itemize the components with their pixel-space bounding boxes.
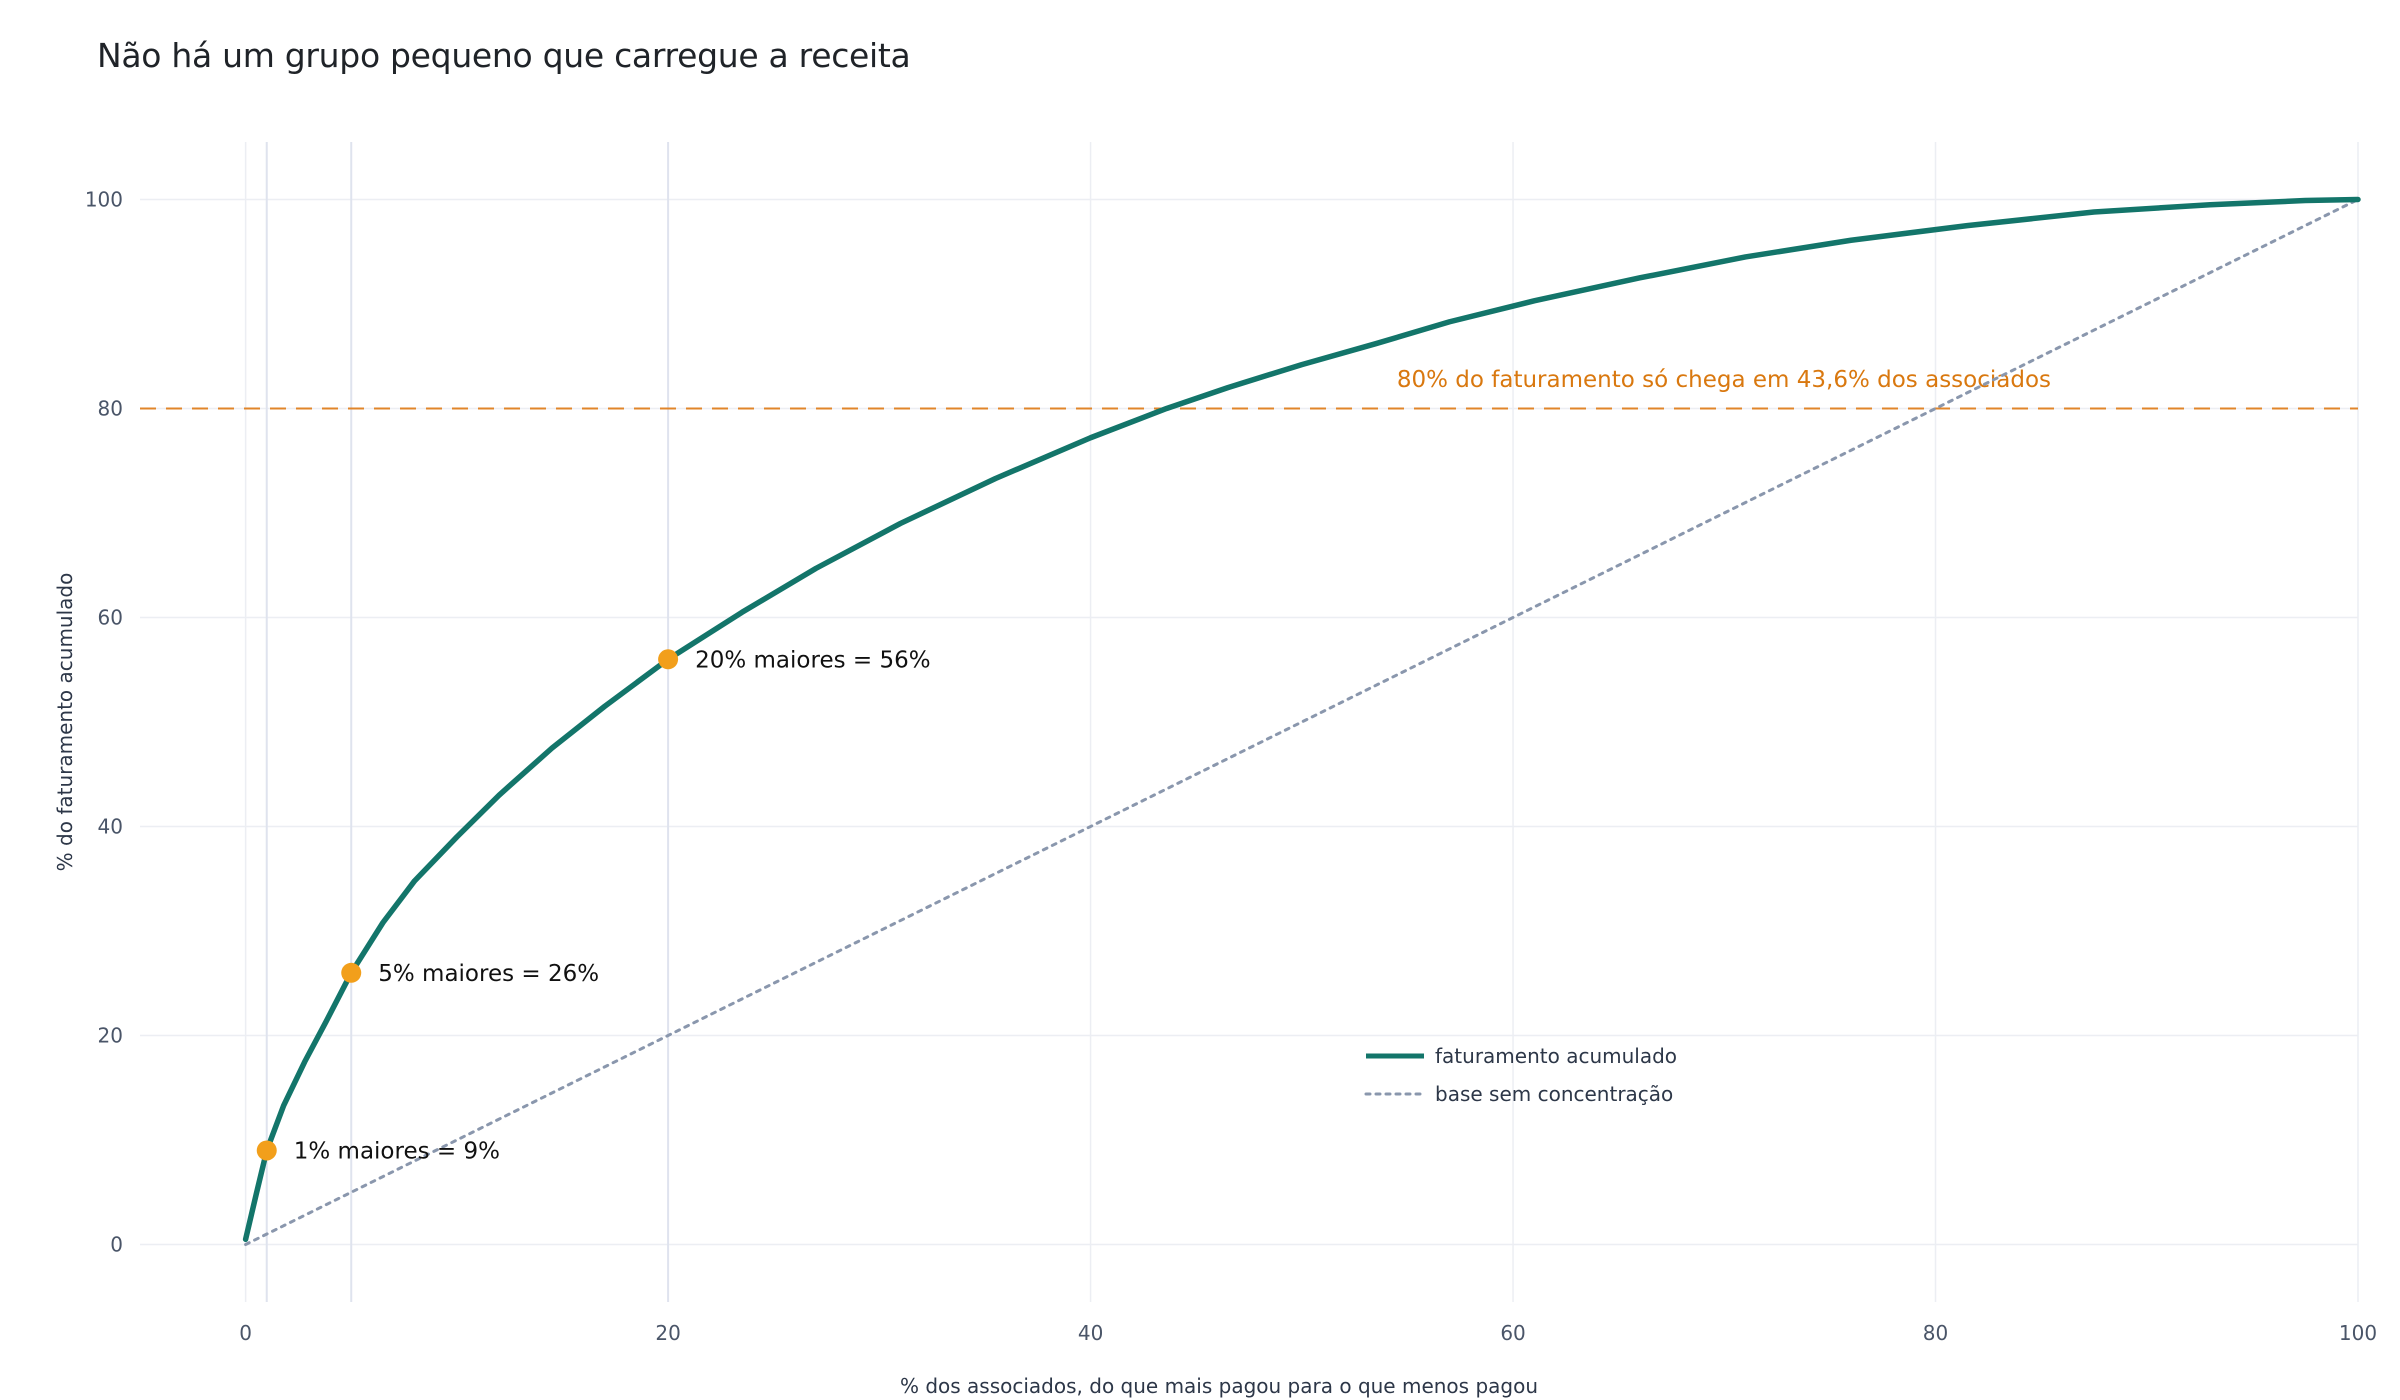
x-tick-label: 100 xyxy=(2339,1321,2377,1345)
legend: faturamento acumulado base sem concentraç… xyxy=(1364,1044,1677,1106)
annotation-label: 1% maiores = 9% xyxy=(294,1138,500,1164)
x-tick-label: 20 xyxy=(655,1321,680,1345)
x-axis-title: % dos associados, do que mais pagou para… xyxy=(900,1374,1538,1398)
y-tick-label: 80 xyxy=(98,396,123,420)
reference-line-group: 80% do faturamento só chega em 43,6% dos… xyxy=(140,367,2358,410)
marker-verticals xyxy=(265,142,670,1302)
y-axis-title: % do faturamento acumulado xyxy=(53,573,77,872)
annotation-label: 5% maiores = 26% xyxy=(378,961,599,987)
x-tick-label: 60 xyxy=(1500,1321,1525,1345)
annotation-marker xyxy=(658,649,679,670)
y-tick-label: 40 xyxy=(98,815,123,839)
annotation-label: 20% maiores = 56% xyxy=(695,647,931,673)
x-tick-label: 0 xyxy=(239,1321,252,1345)
grid xyxy=(140,142,2359,1302)
reference-annotation: 80% do faturamento só chega em 43,6% dos… xyxy=(1397,367,2051,393)
x-tick-label: 80 xyxy=(1923,1321,1948,1345)
series-line-faturamento-acumulado xyxy=(242,196,2361,1243)
y-tick-label: 0 xyxy=(110,1233,123,1257)
annotations: 1% maiores = 9% 5% maiores = 26% 20% maior… xyxy=(256,647,931,1164)
y-tick-label: 20 xyxy=(98,1024,123,1048)
axes: 0 20 40 60 80 100 0 20 40 60 80 100 % dos associados… xyxy=(53,187,2377,1398)
x-tick-label: 40 xyxy=(1078,1321,1103,1345)
series-line-base-sem-concentracao xyxy=(244,197,2360,1247)
y-tick-label: 60 xyxy=(98,605,123,629)
legend-label-faturamento: faturamento acumulado xyxy=(1435,1044,1677,1068)
legend-label-base: base sem concentração xyxy=(1435,1082,1673,1106)
annotation-marker xyxy=(341,962,362,983)
annotation-marker xyxy=(256,1140,277,1161)
series-group xyxy=(242,196,2361,1247)
chart-title: Não há um grupo pequeno que carregue a r… xyxy=(97,36,911,75)
y-tick-label: 100 xyxy=(85,187,123,211)
